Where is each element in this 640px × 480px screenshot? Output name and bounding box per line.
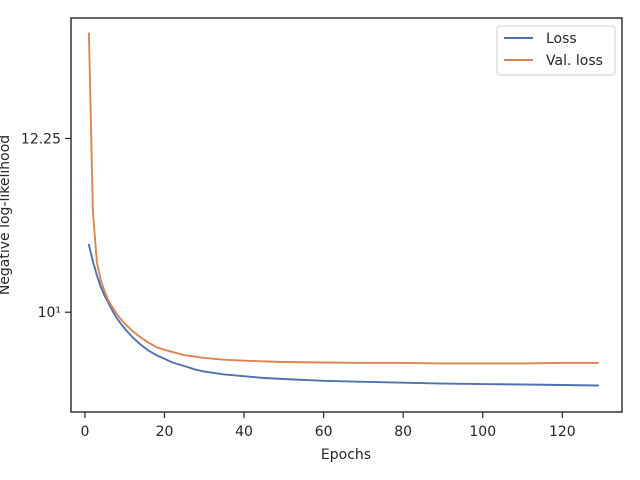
series-line-loss bbox=[87, 243, 600, 387]
legend: Loss Val. loss bbox=[496, 25, 616, 76]
x-tick-label: 80 bbox=[394, 424, 412, 440]
plot-frame bbox=[70, 17, 623, 413]
x-axis-ticks: 0 20 40 60 80 100 120 bbox=[80, 412, 576, 440]
x-tick-label: 0 bbox=[80, 424, 89, 440]
x-tick-label: 100 bbox=[469, 424, 496, 440]
x-tick-label: 120 bbox=[549, 424, 576, 440]
series-layer bbox=[87, 32, 600, 387]
y-axis-ticks: 10¹ 12.25 bbox=[21, 131, 71, 321]
y-axis-label: Negative log-likelihood bbox=[0, 135, 13, 295]
x-tick-label: 40 bbox=[235, 424, 253, 440]
y-tick-label: 10¹ bbox=[38, 305, 61, 321]
series-line-val-loss bbox=[87, 32, 600, 365]
legend-label-loss: Loss bbox=[546, 31, 577, 47]
legend-label-val-loss: Val. loss bbox=[546, 53, 603, 69]
x-axis-label: Epochs bbox=[321, 447, 371, 463]
x-tick-label: 20 bbox=[156, 424, 174, 440]
x-tick-label: 60 bbox=[315, 424, 333, 440]
y-tick-label: 12.25 bbox=[21, 131, 61, 147]
